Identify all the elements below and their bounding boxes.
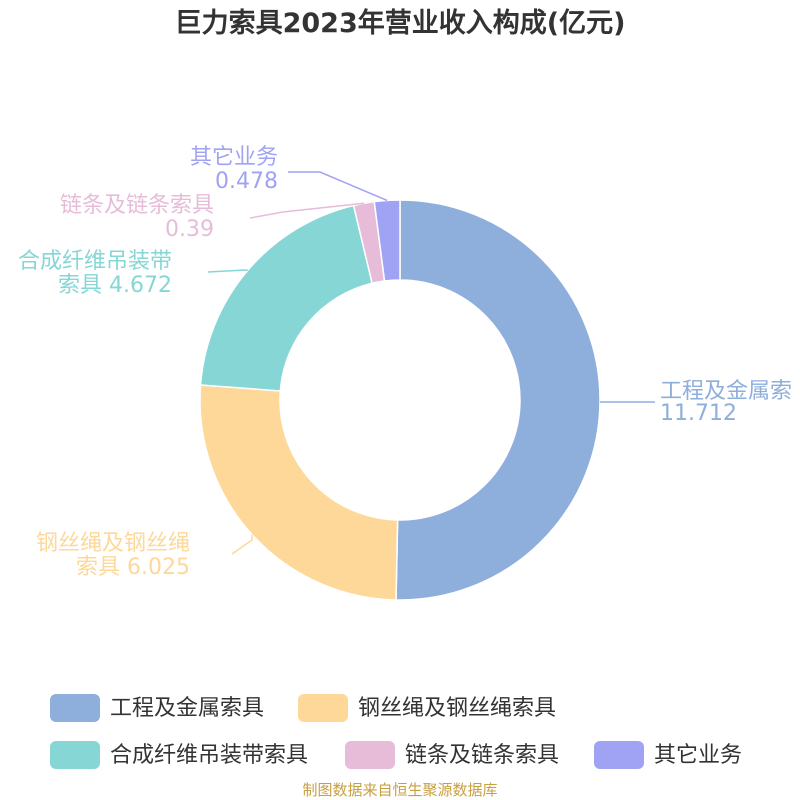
donut-slices [199,199,601,601]
leader-line-3 [207,269,248,273]
slice-label-3-line2: 索具 4.672 [58,273,172,298]
legend-swatch-3 [50,741,100,769]
slice-label-4-line2: 0.39 [165,217,214,242]
slice-label-3-line1: 合成纤维吊装带 [18,249,172,274]
slice-label-2-line1: 钢丝绳及钢丝绳 [36,531,190,556]
chart-title: 巨力索具2023年营业收入构成(亿元) [175,7,626,39]
slice-label-1-line1: 工程及金属索 [660,379,792,404]
slice-5 [373,199,401,282]
legend-swatch-1 [50,694,100,722]
legend-swatch-5 [594,741,644,769]
legend-label-4: 链条及链条索具 [405,743,559,768]
legend-swatch-2 [298,694,348,722]
slice-1 [395,199,601,601]
leader-line-4 [249,202,364,219]
slice-2 [199,384,399,601]
slice-label-1-line2: 11.712 [660,401,737,426]
leader-line-2 [231,534,253,555]
leader-line-5 [288,171,388,202]
legend-label-3: 合成纤维吊装带索具 [110,743,308,768]
slice-label-4-line1: 链条及链条索具 [60,193,214,218]
legend-label-2: 钢丝绳及钢丝绳索具 [358,696,556,721]
slice-label-5-line2: 0.478 [215,169,278,194]
source-note: 制图数据来自恒生聚源数据库 [302,781,497,799]
slice-3 [199,204,374,392]
slice-label-5-line1: 其它业务 [190,145,278,170]
legend-swatch-4 [345,741,395,769]
legend-label-5: 其它业务 [654,743,742,768]
legend-label-1: 工程及金属索具 [110,696,264,721]
slice-label-2-line2: 索具 6.025 [76,555,190,580]
